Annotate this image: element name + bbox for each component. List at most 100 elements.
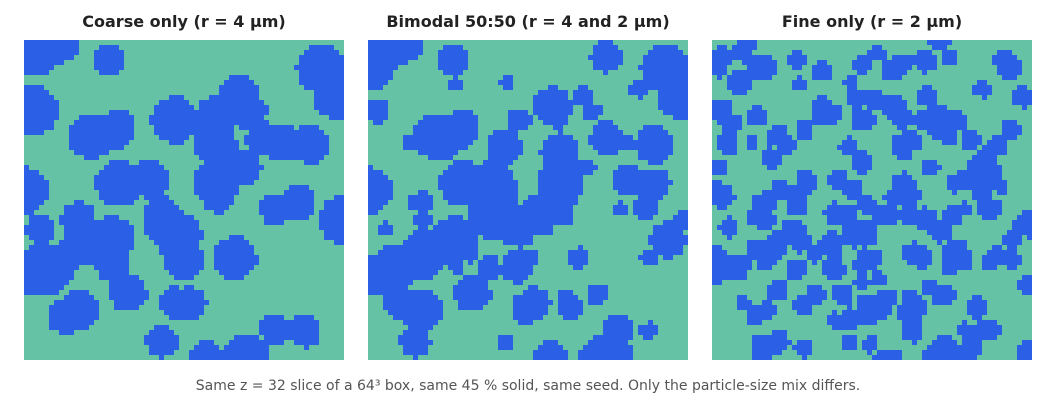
solid-voxel [857,150,862,155]
solid-voxel [867,125,872,130]
solid-voxel [593,285,598,290]
solid-voxel [862,200,867,205]
solid-voxel [463,55,468,60]
solid-voxel [324,215,329,220]
solid-voxel [503,205,508,210]
solid-voxel [149,340,154,345]
solid-voxel [44,125,49,130]
solid-voxel [563,295,568,300]
solid-voxel [892,190,897,195]
solid-voxel [1002,240,1007,245]
solid-voxel [29,245,34,250]
solid-voxel [453,145,458,150]
solid-voxel [408,50,413,55]
solid-voxel [239,270,244,275]
solid-voxel [119,145,124,150]
solid-voxel [89,230,94,235]
solid-voxel [124,120,129,125]
solid-voxel [678,210,683,215]
solid-voxel [508,130,513,135]
solid-voxel [433,130,438,135]
solid-voxel [673,100,678,105]
solid-voxel [119,285,124,290]
solid-voxel [74,145,79,150]
solid-voxel [732,225,737,230]
solid-voxel [802,85,807,90]
solid-voxel [149,180,154,185]
solid-voxel [663,175,668,180]
solid-voxel [398,295,403,300]
solid-voxel [767,225,772,230]
solid-voxel [922,110,927,115]
solid-voxel [563,170,568,175]
solid-voxel [603,140,608,145]
solid-voxel [937,120,942,125]
solid-voxel [668,255,673,260]
solid-voxel [204,180,209,185]
solid-voxel [179,230,184,235]
solid-voxel [518,260,523,265]
solid-voxel [927,110,932,115]
solid-voxel [483,270,488,275]
solid-voxel [403,250,408,255]
solid-voxel [807,135,812,140]
solid-voxel [528,285,533,290]
solid-voxel [518,115,523,120]
solid-voxel [568,155,573,160]
solid-voxel [408,245,413,250]
solid-voxel [194,220,199,225]
solid-voxel [264,145,269,150]
solid-voxel [643,60,648,65]
solid-voxel [802,135,807,140]
solid-voxel [418,190,423,195]
solid-voxel [857,190,862,195]
solid-voxel [498,265,503,270]
solid-voxel [822,240,827,245]
solid-voxel [528,230,533,235]
solid-voxel [189,110,194,115]
solid-voxel [44,230,49,235]
solid-voxel [902,130,907,135]
solid-voxel [174,285,179,290]
solid-voxel [99,60,104,65]
solid-voxel [119,295,124,300]
solid-voxel [977,85,982,90]
solid-voxel [314,320,319,325]
solid-voxel [378,60,383,65]
solid-voxel [643,330,648,335]
solid-voxel [772,70,777,75]
solid-voxel [34,225,39,230]
solid-voxel [383,60,388,65]
solid-voxel [264,325,269,330]
solid-voxel [982,210,987,215]
solid-voxel [49,45,54,50]
solid-voxel [907,245,912,250]
solid-voxel [119,300,124,305]
solid-voxel [483,255,488,260]
solid-voxel [972,85,977,90]
solid-voxel [249,180,254,185]
solid-voxel [264,315,269,320]
solid-voxel [533,260,538,265]
solid-voxel [299,210,304,215]
solid-voxel [533,215,538,220]
solid-voxel [772,220,777,225]
solid-voxel [922,225,927,230]
solid-voxel [224,270,229,275]
solid-voxel [44,235,49,240]
solid-voxel [59,320,64,325]
solid-voxel [727,255,732,260]
solid-voxel [678,110,683,115]
solid-voxel [613,45,618,50]
solid-voxel [269,205,274,210]
solid-voxel [887,100,892,105]
solid-voxel [648,325,653,330]
solid-voxel [498,165,503,170]
solid-voxel [199,255,204,260]
solid-voxel [24,225,29,230]
solid-voxel [423,200,428,205]
solid-voxel [204,165,209,170]
solid-voxel [762,115,767,120]
solid-voxel [722,140,727,145]
solid-voxel [488,235,493,240]
